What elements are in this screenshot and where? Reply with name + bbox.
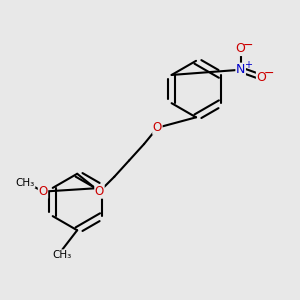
Text: +: + — [244, 60, 252, 70]
Text: O: O — [95, 185, 104, 198]
Text: O: O — [153, 121, 162, 134]
Text: O: O — [236, 42, 246, 56]
Text: −: − — [264, 67, 274, 80]
Text: O: O — [256, 71, 266, 84]
Text: O: O — [38, 185, 48, 198]
Text: CH₃: CH₃ — [16, 178, 35, 188]
Text: −: − — [243, 39, 253, 52]
Text: CH₃: CH₃ — [53, 250, 72, 260]
Text: N: N — [236, 63, 245, 76]
